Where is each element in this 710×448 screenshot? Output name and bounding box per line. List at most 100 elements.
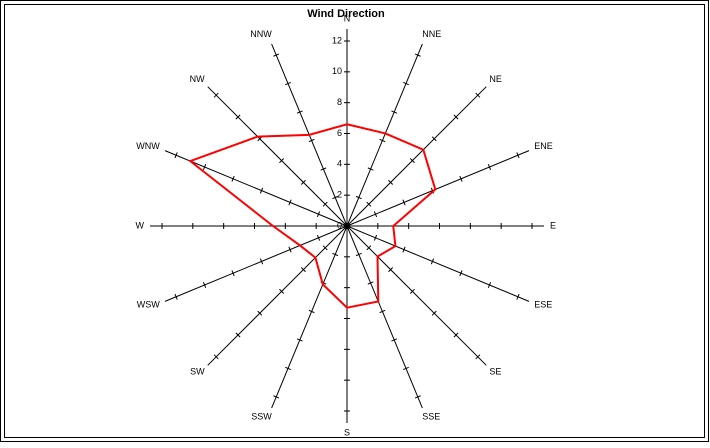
tick-mark <box>259 187 264 194</box>
tick-mark <box>409 158 415 164</box>
tick-mark <box>388 267 394 273</box>
tick-mark <box>296 338 303 342</box>
y-tick-label: 4 <box>337 159 342 169</box>
tick-mark <box>431 136 437 142</box>
tick-mark <box>213 92 219 98</box>
axis-line <box>346 43 423 227</box>
series-line <box>188 123 437 309</box>
axis-line <box>346 225 530 302</box>
tick-mark <box>259 258 264 265</box>
axis-line <box>346 86 487 227</box>
tick-mark <box>487 282 492 288</box>
chart-title: Wind Direction <box>307 8 385 20</box>
tick-mark <box>366 245 372 251</box>
category-label: NNE <box>422 29 441 39</box>
axis-line <box>346 150 530 227</box>
tick-mark <box>355 252 362 257</box>
category-label: SSW <box>251 412 272 422</box>
category-label: WSW <box>137 300 160 310</box>
tick-mark <box>235 332 241 338</box>
tick-mark <box>459 270 463 277</box>
tick-mark <box>316 234 321 241</box>
y-tick-label: 0 <box>337 220 342 230</box>
axis-line <box>346 225 487 366</box>
tick-mark <box>332 252 339 257</box>
category-label: E <box>550 220 556 230</box>
tick-mark <box>516 152 520 159</box>
tick-mark <box>279 288 285 294</box>
axis-line <box>164 225 348 302</box>
tick-mark <box>273 395 280 399</box>
tick-mark <box>414 395 421 399</box>
tick-mark <box>487 164 492 170</box>
tick-mark <box>453 114 459 120</box>
tick-mark <box>391 338 398 342</box>
tick-mark <box>403 366 409 371</box>
tick-mark <box>431 310 437 316</box>
tick-mark <box>316 211 321 218</box>
tick-mark <box>430 258 435 265</box>
y-tick-label: 12 <box>332 35 342 45</box>
tick-mark <box>367 281 374 285</box>
category-label: NNW <box>250 29 272 39</box>
category-label: N <box>344 13 351 23</box>
category-label: ESE <box>534 300 552 310</box>
tick-mark <box>202 282 207 288</box>
category-label: SW <box>190 367 205 377</box>
tick-mark <box>379 138 386 143</box>
category-label: W <box>136 220 145 230</box>
tick-mark <box>332 195 339 200</box>
tick-mark <box>273 53 280 57</box>
tick-mark <box>308 138 315 143</box>
tick-mark <box>373 234 378 241</box>
tick-mark <box>459 175 463 182</box>
category-label: NW <box>190 74 205 84</box>
axis-line <box>207 86 348 227</box>
tick-mark <box>403 81 409 86</box>
tick-mark <box>235 114 241 120</box>
tick-mark <box>285 81 291 86</box>
tick-mark <box>300 267 306 273</box>
category-label: NE <box>489 74 502 84</box>
y-tick-label: 8 <box>337 97 342 107</box>
category-label: ENE <box>534 141 553 151</box>
tick-mark <box>322 245 328 251</box>
category-label: WNW <box>136 141 160 151</box>
tick-mark <box>409 288 415 294</box>
axis-line <box>207 225 348 366</box>
tick-mark <box>391 110 398 114</box>
y-tick-label: 6 <box>337 128 342 138</box>
tick-mark <box>202 164 207 170</box>
tick-mark <box>288 199 292 206</box>
plot-frame <box>4 4 705 438</box>
tick-mark <box>320 167 327 171</box>
tick-mark <box>322 201 328 207</box>
category-label: S <box>344 427 350 437</box>
tick-mark <box>373 211 378 218</box>
tick-mark <box>174 293 178 300</box>
tick-mark <box>213 354 219 360</box>
tick-mark <box>367 167 374 171</box>
tick-mark <box>388 179 394 185</box>
category-label: SSE <box>422 412 440 422</box>
category-label: SE <box>489 367 501 377</box>
tick-mark <box>414 53 421 57</box>
axis-line <box>346 225 423 409</box>
y-tick-label: 10 <box>332 66 342 76</box>
tick-mark <box>344 224 350 228</box>
tick-mark <box>355 195 362 200</box>
axis-line <box>271 225 348 409</box>
tick-mark <box>453 332 459 338</box>
tick-mark <box>379 309 386 314</box>
tick-mark <box>402 246 406 253</box>
tick-mark <box>366 201 372 207</box>
tick-mark <box>231 270 235 277</box>
tick-mark <box>308 309 315 314</box>
y-tick-label: 2 <box>337 190 342 200</box>
tick-mark <box>279 158 285 164</box>
tick-mark <box>288 246 292 253</box>
tick-mark <box>174 152 178 159</box>
tick-mark <box>257 310 263 316</box>
